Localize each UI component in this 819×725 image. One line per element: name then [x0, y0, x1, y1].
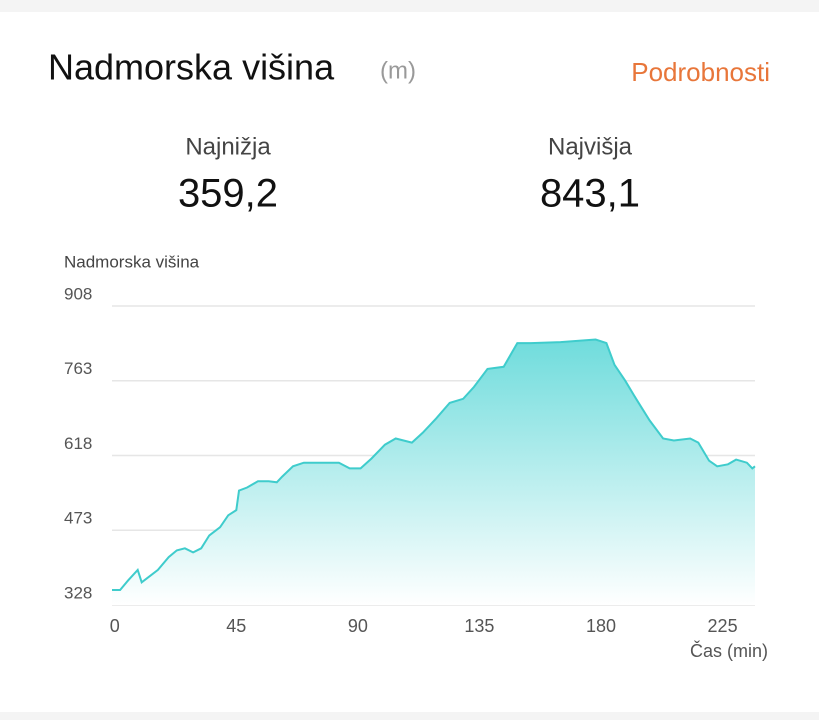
- x-tick-label: 135: [464, 616, 494, 636]
- y-tick-label: 908: [64, 284, 92, 303]
- area-line: [112, 338, 756, 591]
- y-tick-label: 763: [64, 359, 92, 378]
- y-tick-label: 618: [64, 434, 92, 453]
- stat-label: Najvišja: [548, 133, 633, 160]
- stat-value: 843,1: [540, 172, 640, 216]
- x-axis-label: Čas (min): [690, 640, 768, 661]
- unit: (m): [380, 57, 416, 84]
- y-tick-label: 473: [64, 509, 92, 528]
- top-strip: [0, 0, 819, 12]
- bottom-strip: [0, 712, 819, 720]
- x-tick-label: 225: [708, 616, 738, 636]
- x-tick-label: 180: [586, 616, 616, 636]
- x-tick-label: 0: [110, 616, 120, 636]
- x-tick-label: 45: [226, 616, 246, 636]
- stat-value: 359,2: [178, 172, 278, 216]
- details-link[interactable]: Podrobnosti: [631, 57, 770, 87]
- y-axis-label: Nadmorska višina: [64, 252, 200, 271]
- stat-label: Najnižja: [185, 133, 271, 160]
- y-tick-label: 328: [64, 583, 92, 602]
- title: Nadmorska višina: [48, 47, 335, 88]
- x-tick-label: 90: [348, 616, 368, 636]
- area-fill: [112, 339, 755, 605]
